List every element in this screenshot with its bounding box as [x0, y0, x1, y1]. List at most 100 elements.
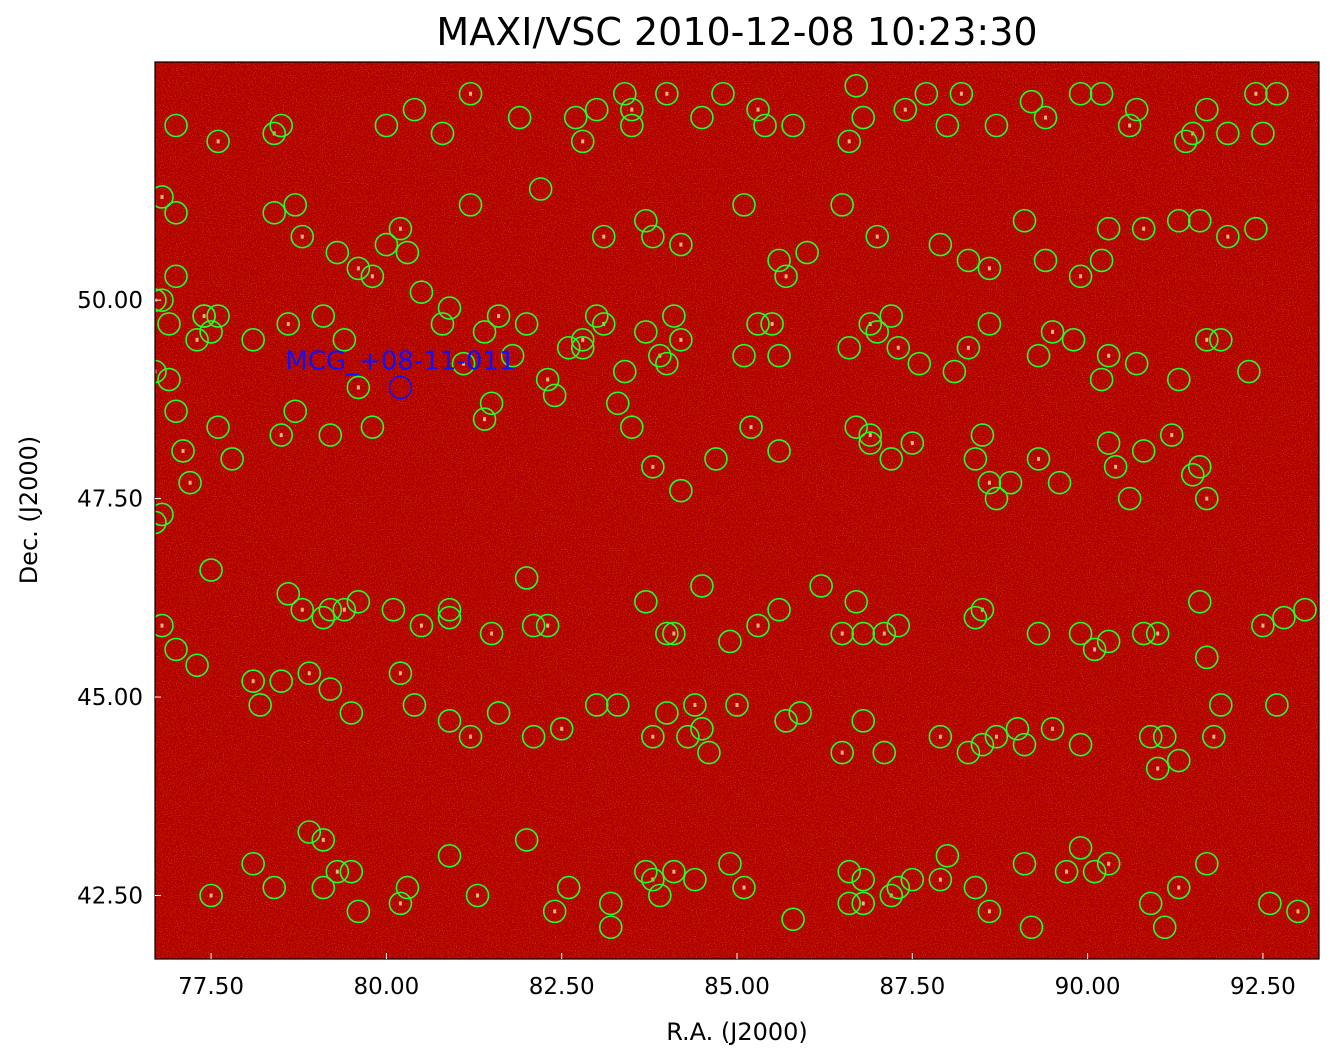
catalog-source-marker [732, 875, 756, 900]
catalog-source-marker [346, 899, 371, 924]
source-spot [202, 314, 206, 319]
catalog-source-marker [613, 359, 637, 384]
catalog-source-marker [914, 81, 939, 106]
catalog-source-marker [690, 105, 714, 130]
catalog-source-marker [690, 716, 714, 741]
catalog-source-marker [346, 256, 371, 281]
catalog-source-marker [1138, 724, 1163, 749]
catalog-source-marker [655, 351, 679, 376]
plot-area: MCG_+08-11-011 [154, 61, 1320, 960]
catalog-source-marker [276, 582, 301, 606]
catalog-source-marker [1047, 470, 1072, 495]
catalog-source-marker [437, 296, 462, 320]
source-spot [546, 377, 550, 382]
catalog-source-marker [437, 844, 462, 868]
source-spot [651, 734, 655, 739]
catalog-source-marker [732, 343, 756, 368]
catalog-source-marker [620, 113, 644, 138]
source-spot [1065, 869, 1069, 874]
catalog-source-marker [262, 875, 287, 900]
catalog-source-marker [1068, 836, 1093, 860]
catalog-source-marker [1187, 455, 1212, 479]
source-spot [469, 734, 473, 739]
source-spot [546, 623, 550, 628]
catalog-source-marker [388, 661, 413, 686]
catalog-source-marker [1216, 121, 1240, 146]
catalog-source-marker [774, 264, 798, 289]
source-spot [679, 337, 683, 342]
catalog-source-marker [1173, 129, 1198, 154]
source-spot [840, 750, 844, 755]
catalog-source-marker [185, 653, 209, 678]
y-axis-label: Dec. (J2000) [15, 436, 43, 585]
catalog-source-marker [641, 455, 665, 479]
catalog-source-marker [598, 915, 623, 940]
catalog-source-marker [164, 637, 188, 662]
catalog-source-marker [1033, 105, 1058, 130]
catalog-source-marker [605, 693, 630, 717]
catalog-source-marker [963, 875, 988, 900]
catalog-source-marker [402, 97, 427, 122]
catalog-source-marker [311, 304, 336, 328]
catalog-source-marker [704, 447, 728, 471]
catalog-source-marker [1124, 351, 1149, 376]
source-spot [356, 385, 360, 390]
catalog-source-marker [311, 828, 336, 852]
catalog-source-marker [332, 328, 357, 352]
catalog-source-marker [318, 423, 343, 447]
source-spot [672, 631, 676, 636]
catalog-source-marker [339, 859, 364, 884]
catalog-source-marker [563, 105, 588, 130]
catalog-source-marker [1166, 208, 1191, 233]
source-spot [770, 321, 774, 326]
target-label: MCG_+08-11-011 [285, 346, 515, 376]
catalog-source-marker [1195, 645, 1219, 670]
catalog-source-marker [155, 510, 167, 535]
source-spot [370, 274, 374, 279]
catalog-source-marker [641, 867, 665, 892]
catalog-source-marker [584, 304, 609, 328]
source-spot [840, 631, 844, 636]
catalog-source-marker [1138, 891, 1163, 916]
y-tick-label: 45.00 [77, 685, 143, 711]
catalog-source-marker [844, 589, 869, 614]
noise-texture [155, 62, 1319, 959]
catalog-source-marker [662, 621, 686, 646]
source-spot [1156, 766, 1160, 771]
catalog-source-marker [1180, 462, 1205, 487]
catalog-source-marker [809, 574, 833, 598]
catalog-source-marker [620, 97, 644, 122]
x-tick-label: 80.00 [353, 974, 419, 1000]
catalog-source-marker [641, 724, 665, 749]
catalog-source-marker [514, 312, 539, 336]
source-spot [160, 623, 164, 628]
catalog-source-marker [1026, 343, 1051, 368]
catalog-source-marker [1166, 367, 1191, 392]
catalog-source-marker [500, 343, 525, 368]
catalog-source-marker [164, 113, 188, 138]
source-spot [910, 441, 914, 446]
catalog-source-marker [711, 81, 735, 106]
catalog-source-marker [269, 423, 294, 447]
catalog-source-marker [1012, 851, 1037, 876]
catalog-source-marker [1082, 859, 1107, 884]
source-spot [994, 734, 998, 739]
catalog-source-marker [984, 486, 1009, 511]
catalog-source-marker [1131, 439, 1156, 463]
y-tick-label: 47.50 [77, 487, 143, 513]
catalog-source-marker [830, 740, 854, 765]
catalog-source-marker [767, 248, 791, 273]
catalog-source-marker [1152, 724, 1177, 749]
source-spot [1212, 734, 1216, 739]
catalog-source-marker [311, 875, 336, 900]
catalog-source-marker [591, 312, 616, 336]
catalog-source-marker [1061, 328, 1086, 352]
catalog-source-marker [206, 304, 230, 328]
catalog-source-marker [1166, 748, 1191, 773]
source-spot [630, 107, 634, 112]
catalog-source-marker [199, 883, 223, 908]
catalog-source-marker [795, 240, 819, 265]
source-spot [1261, 623, 1265, 628]
catalog-source-marker [542, 899, 567, 924]
catalog-source-marker [879, 883, 904, 908]
